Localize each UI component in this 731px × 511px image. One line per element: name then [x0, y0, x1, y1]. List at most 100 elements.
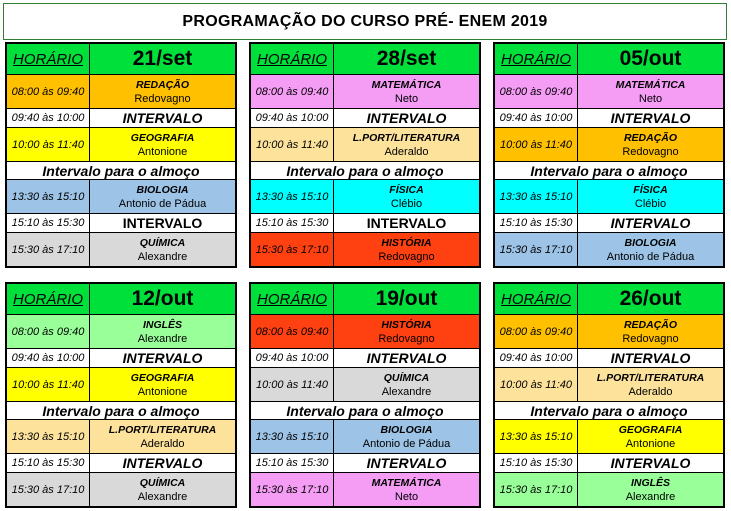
teacher: Redovagno — [134, 92, 191, 105]
time-cell: 15:10 às 15:30 — [7, 454, 90, 472]
break-cell: INTERVALO — [122, 110, 203, 126]
teacher: Aderaldo — [140, 437, 185, 450]
class-row: 08:00 às 09:40 HISTÓRIA Redovagno — [251, 314, 479, 348]
subject: HISTÓRIA — [381, 236, 432, 249]
header-row: HORÁRIO 19/out — [251, 284, 479, 314]
teacher: Clébio — [390, 197, 423, 210]
teacher: Aderaldo — [628, 385, 673, 398]
time-cell: 09:40 às 10:00 — [7, 109, 90, 127]
teacher: Alexandre — [137, 490, 188, 503]
class-cell: GEOGRAFIA Antonione — [90, 128, 235, 161]
break-row: 15:10 às 15:30 INTERVALO — [251, 213, 479, 232]
time-cell: 10:00 às 11:40 — [7, 368, 90, 401]
lunch-row: Intervalo para o almoço — [7, 161, 235, 179]
teacher: Neto — [394, 92, 419, 105]
break-row: 09:40 às 10:00 INTERVALO — [7, 348, 235, 367]
class-row: 15:30 às 17:10 QUÍMICA Alexandre — [7, 472, 235, 506]
class-cell: L.PORT/LITERATURA Aderaldo — [578, 368, 723, 401]
teacher: Alexandre — [381, 385, 432, 398]
time-cell: 15:30 às 17:10 — [7, 473, 90, 506]
subject: INGLÊS — [142, 318, 183, 331]
class-row: 10:00 às 11:40 L.PORT/LITERATURA Aderaldo — [251, 127, 479, 161]
class-cell: FÍSICA Clébio — [578, 180, 723, 213]
teacher: Alexandre — [625, 490, 676, 503]
break-row: 15:10 às 15:30 INTERVALO — [7, 453, 235, 472]
class-cell: INGLÊS Alexandre — [90, 315, 235, 348]
break-row: 15:10 às 15:30 INTERVALO — [495, 453, 723, 472]
lunch-row: Intervalo para o almoço — [495, 401, 723, 419]
time-cell: 09:40 às 10:00 — [495, 109, 578, 127]
teacher: Neto — [394, 490, 419, 503]
subject: L.PORT/LITERATURA — [596, 371, 705, 384]
class-row: 15:30 às 17:10 HISTÓRIA Redovagno — [251, 232, 479, 266]
time-cell: 15:30 às 17:10 — [251, 473, 334, 506]
horario-header: HORÁRIO — [251, 284, 334, 314]
class-row: 15:30 às 17:10 QUÍMICA Alexandre — [7, 232, 235, 266]
time-cell: 10:00 às 11:40 — [251, 128, 334, 161]
time-cell: 08:00 às 09:40 — [7, 315, 90, 348]
teacher: Redovagno — [378, 250, 435, 263]
date-header: 05/out — [619, 47, 682, 70]
time-cell: 09:40 às 10:00 — [495, 349, 578, 367]
class-cell: FÍSICA Clébio — [334, 180, 479, 213]
class-cell: QUÍMICA Alexandre — [90, 473, 235, 506]
time-cell: 09:40 às 10:00 — [7, 349, 90, 367]
horario-header: HORÁRIO — [495, 284, 578, 314]
teacher: Antonione — [137, 385, 188, 398]
subject: BIOLOGIA — [136, 183, 189, 196]
break-cell: INTERVALO — [610, 215, 691, 231]
subject: GEOGRAFIA — [130, 371, 195, 384]
time-cell: 13:30 às 15:10 — [7, 180, 90, 213]
horario-header: HORÁRIO — [7, 284, 90, 314]
date-header: 12/out — [131, 287, 194, 310]
subject: FÍSICA — [633, 183, 668, 196]
time-cell: 08:00 às 09:40 — [251, 75, 334, 108]
subject: L.PORT/LITERATURA — [352, 131, 461, 144]
date-header: 19/out — [375, 287, 438, 310]
time-cell: 13:30 às 15:10 — [251, 180, 334, 213]
class-cell: QUÍMICA Alexandre — [334, 368, 479, 401]
day-schedule-table: HORÁRIO 05/out 08:00 às 09:40 MATEMÁTICA Net… — [493, 42, 725, 268]
class-row: 10:00 às 11:40 GEOGRAFIA Antonione — [7, 127, 235, 161]
class-row: 10:00 às 11:40 REDAÇÃO Redovagno — [495, 127, 723, 161]
time-cell: 10:00 às 11:40 — [495, 368, 578, 401]
class-cell: HISTÓRIA Redovagno — [334, 315, 479, 348]
time-cell: 10:00 às 11:40 — [495, 128, 578, 161]
subject: GEOGRAFIA — [618, 423, 683, 436]
subject: MATEMÁTICA — [371, 476, 442, 489]
horario-header: HORÁRIO — [251, 44, 334, 74]
subject: QUÍMICA — [139, 476, 186, 489]
class-row: 08:00 às 09:40 MATEMÁTICA Neto — [495, 74, 723, 108]
class-cell: MATEMÁTICA Neto — [578, 75, 723, 108]
time-cell: 10:00 às 11:40 — [7, 128, 90, 161]
subject: GEOGRAFIA — [130, 131, 195, 144]
break-cell: INTERVALO — [366, 215, 447, 231]
time-cell: 08:00 às 09:40 — [495, 315, 578, 348]
break-cell: INTERVALO — [366, 455, 447, 471]
class-cell: BIOLOGIA Antonio de Pádua — [90, 180, 235, 213]
time-cell: 08:00 às 09:40 — [495, 75, 578, 108]
break-cell: INTERVALO — [610, 455, 691, 471]
class-row: 13:30 às 15:10 L.PORT/LITERATURA Aderaldo — [7, 419, 235, 453]
time-cell: 13:30 às 15:10 — [7, 420, 90, 453]
class-cell: GEOGRAFIA Antonione — [90, 368, 235, 401]
teacher: Antonione — [137, 145, 188, 158]
subject: BIOLOGIA — [380, 423, 433, 436]
break-cell: INTERVALO — [366, 110, 447, 126]
day-schedule-table: HORÁRIO 28/set 08:00 às 09:40 MATEMÁTICA Net… — [249, 42, 481, 268]
time-cell: 13:30 às 15:10 — [495, 420, 578, 453]
class-row: 13:30 às 15:10 FÍSICA Clébio — [251, 179, 479, 213]
break-row: 09:40 às 10:00 INTERVALO — [495, 348, 723, 367]
class-row: 10:00 às 11:40 GEOGRAFIA Antonione — [7, 367, 235, 401]
time-cell: 15:30 às 17:10 — [7, 233, 90, 266]
time-cell: 13:30 às 15:10 — [251, 420, 334, 453]
teacher: Antonione — [625, 437, 676, 450]
break-cell: INTERVALO — [610, 350, 691, 366]
class-row: 15:30 às 17:10 BIOLOGIA Antonio de Pádua — [495, 232, 723, 266]
break-row: 15:10 às 15:30 INTERVALO — [7, 213, 235, 232]
subject: REDAÇÃO — [135, 78, 190, 91]
time-cell: 15:10 às 15:30 — [495, 454, 578, 472]
header-row: HORÁRIO 12/out — [7, 284, 235, 314]
teacher: Redovagno — [622, 145, 679, 158]
class-cell: HISTÓRIA Redovagno — [334, 233, 479, 266]
